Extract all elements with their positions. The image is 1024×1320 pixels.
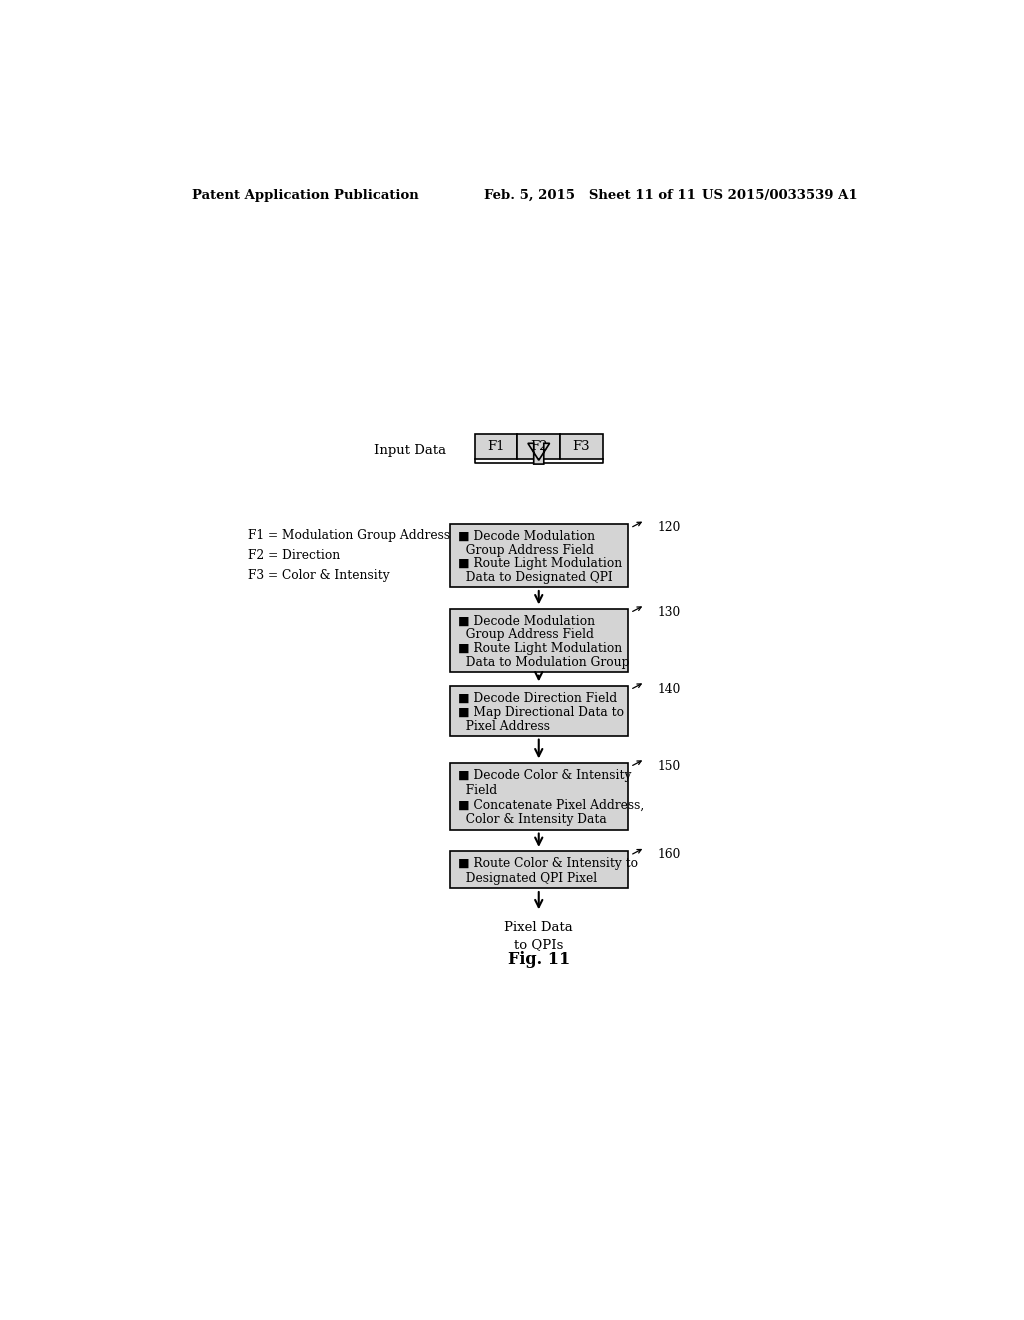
FancyBboxPatch shape — [450, 524, 628, 587]
Text: Field: Field — [458, 784, 498, 797]
Text: Fig. 11: Fig. 11 — [508, 950, 570, 968]
Text: 130: 130 — [657, 606, 681, 619]
FancyBboxPatch shape — [517, 434, 560, 459]
FancyBboxPatch shape — [450, 851, 628, 888]
Text: ■ Decode Modulation: ■ Decode Modulation — [458, 615, 595, 627]
Text: 150: 150 — [657, 760, 681, 772]
Text: 120: 120 — [657, 521, 681, 535]
Text: Data to Designated QPI: Data to Designated QPI — [458, 572, 613, 585]
Text: F2 = Direction: F2 = Direction — [248, 549, 340, 562]
Text: ■ Decode Color & Intensity: ■ Decode Color & Intensity — [458, 770, 632, 781]
FancyBboxPatch shape — [450, 763, 628, 830]
FancyBboxPatch shape — [475, 434, 517, 459]
Polygon shape — [528, 444, 550, 465]
Text: ■ Map Directional Data to: ■ Map Directional Data to — [458, 706, 625, 718]
Text: ■ Decode Modulation: ■ Decode Modulation — [458, 529, 595, 543]
Text: Patent Application Publication: Patent Application Publication — [191, 189, 418, 202]
FancyBboxPatch shape — [450, 686, 628, 737]
FancyBboxPatch shape — [450, 609, 628, 672]
Text: Input Data: Input Data — [374, 444, 445, 457]
Text: F3 = Color & Intensity: F3 = Color & Intensity — [248, 569, 390, 582]
Text: ■ Route Light Modulation: ■ Route Light Modulation — [458, 557, 623, 570]
Text: Pixel Data
to QPIs: Pixel Data to QPIs — [505, 921, 573, 952]
Text: ■ Route Color & Intensity to: ■ Route Color & Intensity to — [458, 858, 638, 870]
Text: Color & Intensity Data: Color & Intensity Data — [458, 813, 607, 826]
Text: ■ Route Light Modulation: ■ Route Light Modulation — [458, 642, 623, 655]
Text: F2: F2 — [530, 440, 548, 453]
Text: Group Address Field: Group Address Field — [458, 628, 594, 642]
Text: 140: 140 — [657, 682, 681, 696]
Text: Designated QPI Pixel: Designated QPI Pixel — [458, 871, 597, 884]
Text: F3: F3 — [572, 440, 590, 453]
Text: F1: F1 — [487, 440, 505, 453]
Text: Group Address Field: Group Address Field — [458, 544, 594, 557]
Text: ■ Decode Direction Field: ■ Decode Direction Field — [458, 692, 617, 705]
Text: Pixel Address: Pixel Address — [458, 719, 550, 733]
FancyBboxPatch shape — [560, 434, 603, 459]
Text: US 2015/0033539 A1: US 2015/0033539 A1 — [702, 189, 858, 202]
Text: Data to Modulation Group: Data to Modulation Group — [458, 656, 630, 669]
Text: 160: 160 — [657, 849, 681, 862]
Text: Feb. 5, 2015   Sheet 11 of 11: Feb. 5, 2015 Sheet 11 of 11 — [484, 189, 696, 202]
Text: ■ Concatenate Pixel Address,: ■ Concatenate Pixel Address, — [458, 799, 644, 812]
Text: F1 = Modulation Group Address: F1 = Modulation Group Address — [248, 529, 451, 543]
